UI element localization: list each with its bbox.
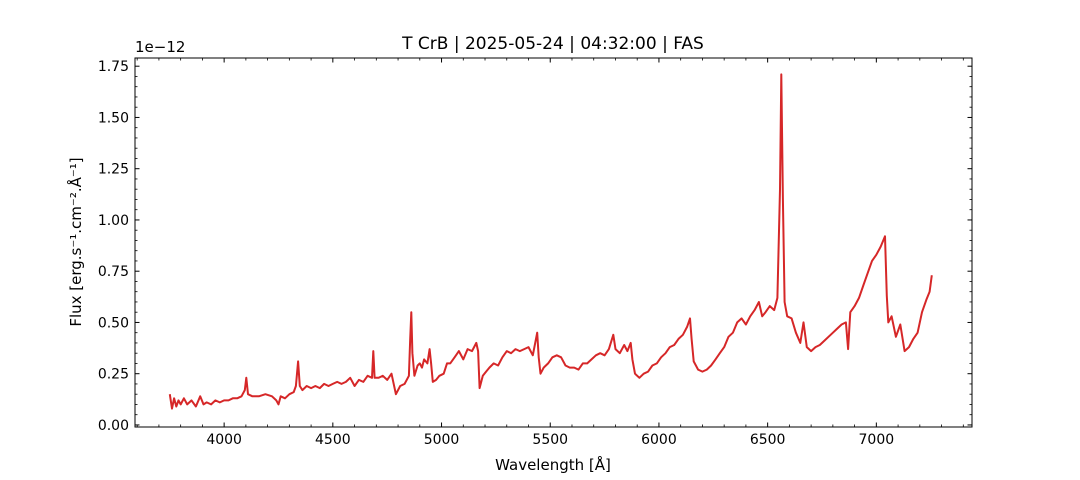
y-offset-label: 1e−12	[135, 38, 185, 56]
x-tick-label: 6500	[750, 432, 786, 448]
chart-title: T CrB | 2025-05-24 | 04:32:00 | FAS	[401, 34, 704, 54]
x-tick-label: 5000	[424, 432, 460, 448]
y-tick-label: 1.00	[98, 213, 129, 229]
y-tick-label: 1.50	[98, 110, 129, 126]
x-tick-label: 6000	[641, 432, 677, 448]
y-tick-label: 0.25	[98, 367, 129, 383]
x-tick-label: 4000	[206, 432, 242, 448]
series-group	[168, 73, 933, 410]
y-tick-label: 1.25	[98, 162, 129, 178]
y-tick-label: 0.75	[98, 264, 129, 280]
spectrum-line	[168, 73, 933, 410]
x-axis-label: Wavelength [Å]	[495, 455, 611, 474]
x-tick-label: 5500	[532, 432, 568, 448]
plot-area	[135, 58, 972, 427]
x-tick-label: 4500	[315, 432, 351, 448]
y-axis-label: Flux [erg.s⁻¹.cm⁻².Å⁻¹]	[66, 157, 85, 326]
y-tick-label: 0.50	[98, 315, 129, 331]
x-axis: 4000 4500 5000 5500 6000 6500 7000	[136, 58, 964, 448]
plot-frame	[134, 57, 973, 428]
y-tick-label: 0.00	[98, 418, 129, 434]
y-tick-label: 1.75	[98, 59, 129, 75]
x-tick-label: 7000	[859, 432, 895, 448]
